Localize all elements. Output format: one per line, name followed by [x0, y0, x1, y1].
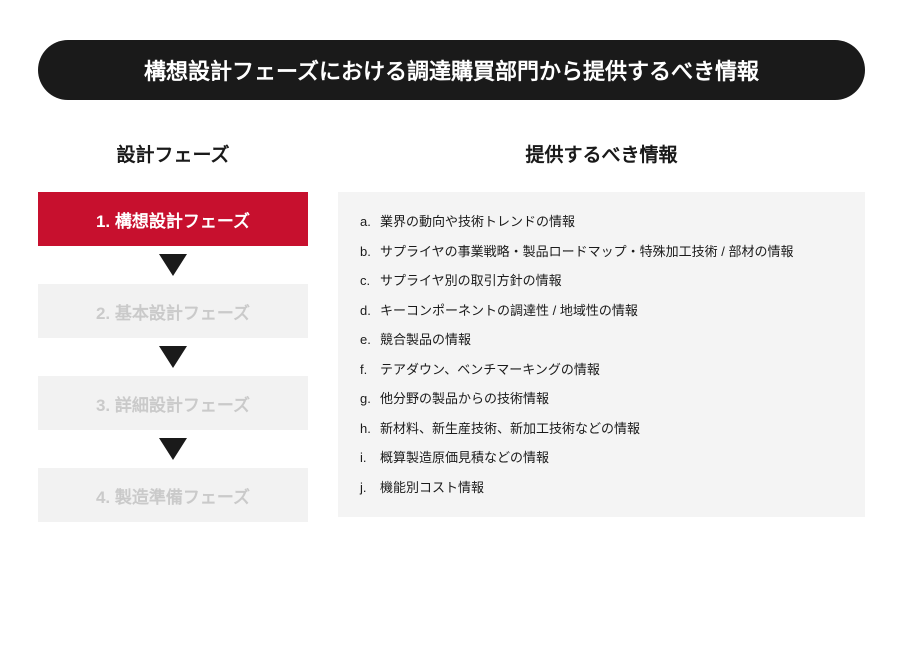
- list-item: a.業界の動向や技術トレンドの情報: [360, 212, 843, 232]
- item-text: サプライヤの事業戦略・製品ロードマップ・特殊加工技術 / 部材の情報: [380, 242, 793, 262]
- list-item: h.新材料、新生産技術、新加工技術などの情報: [360, 419, 843, 439]
- list-item: c.サプライヤ別の取引方針の情報: [360, 271, 843, 291]
- item-text: キーコンポーネントの調達性 / 地域性の情報: [380, 301, 638, 321]
- item-text: 機能別コスト情報: [380, 478, 484, 498]
- list-item: b.サプライヤの事業戦略・製品ロードマップ・特殊加工技術 / 部材の情報: [360, 242, 843, 262]
- item-marker: a.: [360, 212, 380, 232]
- item-marker: e.: [360, 330, 380, 350]
- columns-wrap: 設計フェーズ 1. 構想設計フェーズ 2. 基本設計フェーズ 3. 詳細設計フェ…: [38, 140, 865, 522]
- left-column: 設計フェーズ 1. 構想設計フェーズ 2. 基本設計フェーズ 3. 詳細設計フェ…: [38, 140, 308, 522]
- arrow-1: [38, 246, 308, 284]
- item-text: 競合製品の情報: [380, 330, 471, 350]
- item-text: テアダウン、ベンチマーキングの情報: [380, 360, 600, 380]
- left-col-title: 設計フェーズ: [38, 140, 308, 167]
- item-text: サプライヤ別の取引方針の情報: [380, 271, 562, 291]
- down-arrow-icon: [159, 438, 187, 460]
- item-marker: j.: [360, 478, 380, 498]
- item-marker: h.: [360, 419, 380, 439]
- item-marker: b.: [360, 242, 380, 262]
- item-text: 新材料、新生産技術、新加工技術などの情報: [380, 419, 640, 439]
- down-arrow-icon: [159, 254, 187, 276]
- item-text: 他分野の製品からの技術情報: [380, 389, 549, 409]
- list-item: j.機能別コスト情報: [360, 478, 843, 498]
- right-col-title: 提供するべき情報: [338, 140, 865, 167]
- list-item: f.テアダウン、ベンチマーキングの情報: [360, 360, 843, 380]
- phase-label: 2. 基本設計フェーズ: [96, 299, 250, 324]
- item-marker: f.: [360, 360, 380, 380]
- phase-box-4: 4. 製造準備フェーズ: [38, 468, 308, 522]
- phase-label: 3. 詳細設計フェーズ: [96, 391, 250, 416]
- info-list: a.業界の動向や技術トレンドの情報 b.サプライヤの事業戦略・製品ロードマップ・…: [360, 212, 843, 497]
- list-item: d.キーコンポーネントの調達性 / 地域性の情報: [360, 301, 843, 321]
- item-marker: i.: [360, 448, 380, 468]
- phase-label: 1. 構想設計フェーズ: [96, 207, 250, 232]
- arrow-3: [38, 430, 308, 468]
- item-marker: g.: [360, 389, 380, 409]
- list-item: g.他分野の製品からの技術情報: [360, 389, 843, 409]
- phase-box-3: 3. 詳細設計フェーズ: [38, 376, 308, 430]
- item-text: 業界の動向や技術トレンドの情報: [380, 212, 575, 232]
- phase-box-1: 1. 構想設計フェーズ: [38, 192, 308, 246]
- page-title: 構想設計フェーズにおける調達購買部門から提供するべき情報: [144, 59, 759, 84]
- list-item: e.競合製品の情報: [360, 330, 843, 350]
- phase-label: 4. 製造準備フェーズ: [96, 483, 250, 508]
- down-arrow-icon: [159, 346, 187, 368]
- right-column: 提供するべき情報 a.業界の動向や技術トレンドの情報 b.サプライヤの事業戦略・…: [338, 140, 865, 517]
- item-marker: c.: [360, 271, 380, 291]
- phase-box-2: 2. 基本設計フェーズ: [38, 284, 308, 338]
- arrow-2: [38, 338, 308, 376]
- item-marker: d.: [360, 301, 380, 321]
- list-item: i.概算製造原価見積などの情報: [360, 448, 843, 468]
- item-text: 概算製造原価見積などの情報: [380, 448, 549, 468]
- page-header-pill: 構想設計フェーズにおける調達購買部門から提供するべき情報: [38, 40, 865, 100]
- info-panel: a.業界の動向や技術トレンドの情報 b.サプライヤの事業戦略・製品ロードマップ・…: [338, 192, 865, 517]
